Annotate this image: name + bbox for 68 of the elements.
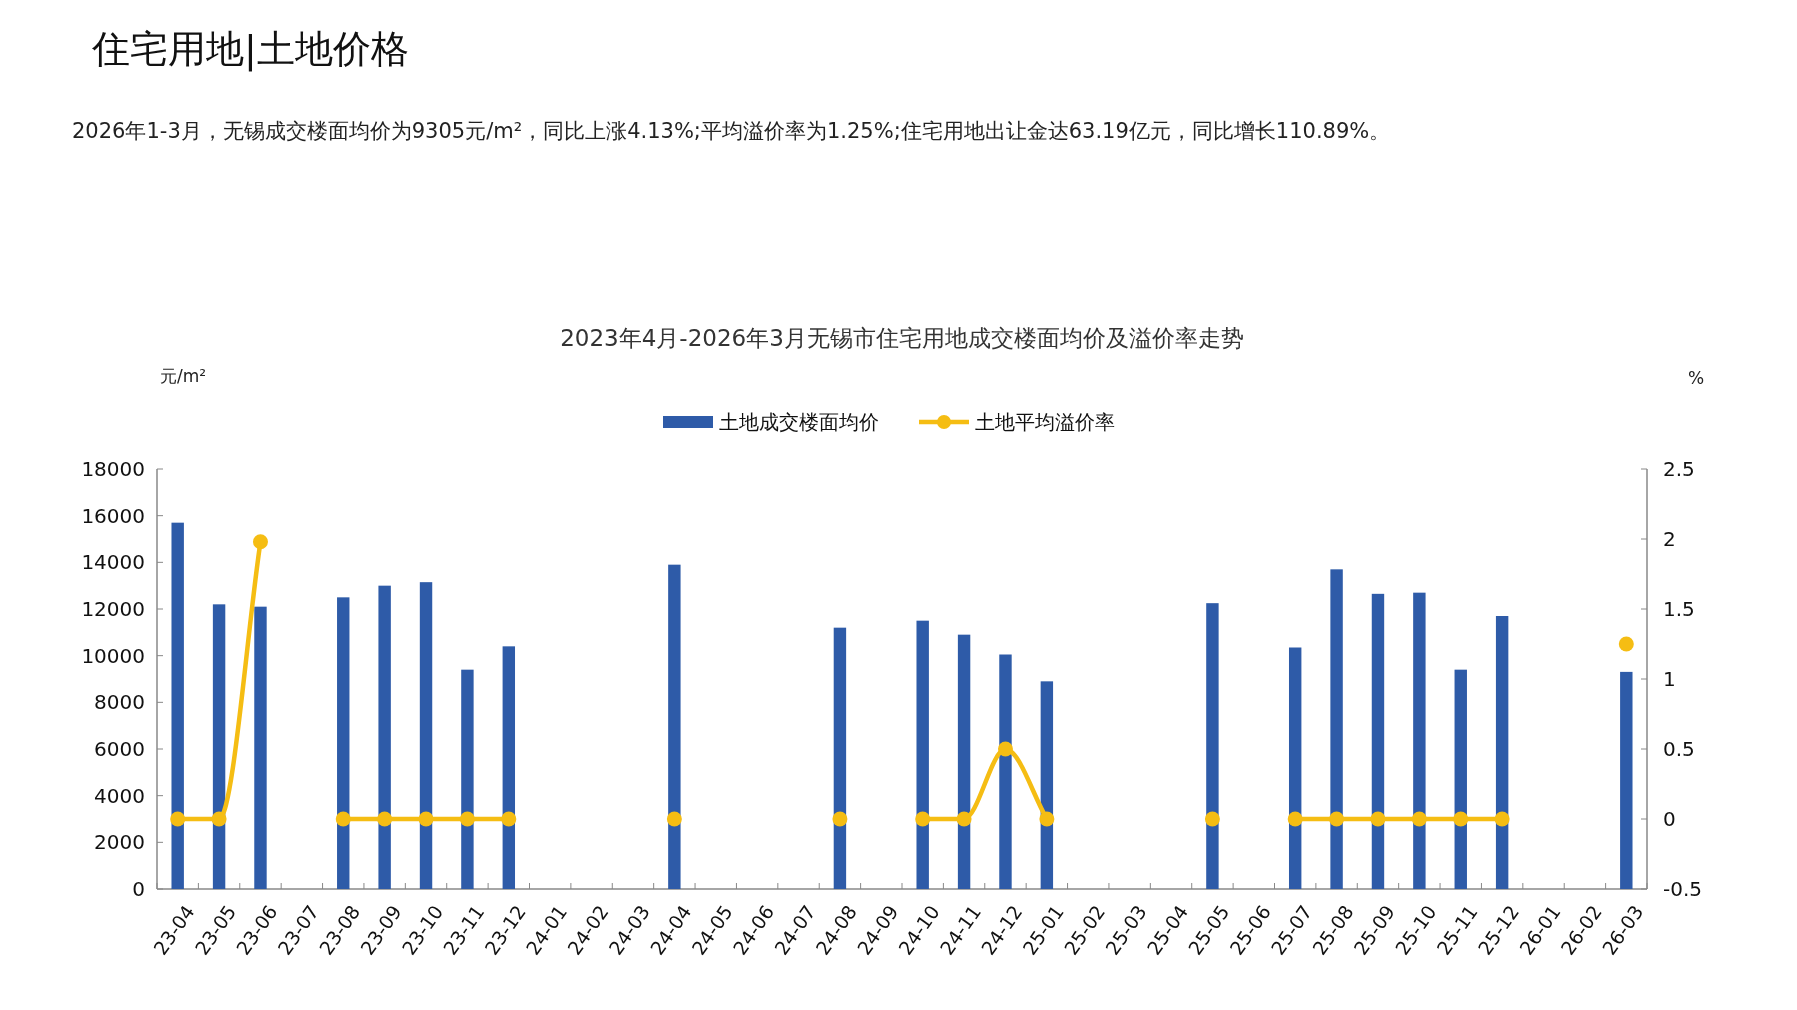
y2-tick-label: 0.5 [1663, 737, 1695, 761]
point [915, 811, 931, 827]
y-tick-label: 4000 [94, 783, 145, 808]
bar [833, 627, 847, 889]
bar [999, 654, 1012, 889]
bar [957, 634, 971, 889]
y-tick-label: 6000 [94, 737, 145, 761]
y-tick-label: 8000 [94, 690, 145, 715]
point [1329, 811, 1345, 827]
y2-tick-label: 1.5 [1663, 597, 1695, 621]
bar [502, 646, 516, 889]
y-tick-label: 16000 [81, 503, 145, 528]
point [1411, 811, 1427, 827]
point [1370, 811, 1386, 827]
bar [1288, 647, 1302, 889]
point [832, 811, 848, 827]
y-tick-label: 2000 [94, 830, 145, 855]
y-axis-title: 元/m² [160, 366, 207, 386]
legend-label: 土地平均溢价率 [975, 410, 1115, 434]
bar [1040, 681, 1054, 889]
bar [254, 606, 267, 889]
bar [337, 597, 350, 889]
point [252, 534, 268, 550]
text: 住宅用地|土地价格 [91, 27, 409, 72]
bar [1330, 569, 1343, 889]
bar [171, 522, 184, 889]
y-tick-label: 14000 [81, 550, 145, 575]
bar [378, 585, 391, 889]
point [335, 811, 351, 827]
point [1494, 811, 1510, 827]
y2-tick-label: 0 [1663, 807, 1676, 831]
text: 2026年1-3月，无锡成交楼面均价为9305元/m²，同比上涨4.13%;平均溢价率为1.25%;住宅用地出让金达63.19亿元，同比增长110.89%。 [72, 119, 1391, 143]
bar [1206, 603, 1219, 889]
y2-axis-title: % [1688, 368, 1705, 388]
bar [419, 582, 433, 889]
point [501, 811, 517, 827]
legend-label: 土地成交楼面均价 [719, 410, 879, 434]
point [1039, 811, 1055, 827]
bar [212, 604, 226, 889]
bar [1495, 616, 1509, 889]
y2-tick-label: -0.5 [1663, 877, 1703, 901]
y-tick-label: 18000 [81, 457, 145, 481]
y-tick-label: 0 [132, 877, 145, 901]
bar [1620, 671, 1633, 889]
point [377, 811, 393, 827]
point [418, 811, 434, 827]
y-tick-label: 12000 [81, 597, 145, 621]
chart-title: 2023年4月-2026年3月无锡市住宅用地成交楼面均价及溢价率走势 [560, 325, 1244, 351]
y-tick-label: 10000 [81, 643, 145, 668]
point [1204, 811, 1220, 827]
bar [461, 669, 474, 889]
bar [668, 564, 681, 889]
point [170, 811, 186, 827]
y2-tick-label: 2 [1663, 527, 1676, 551]
y2-tick-label: 2.5 [1663, 457, 1695, 481]
point [1453, 811, 1469, 827]
point [211, 811, 227, 827]
bar [916, 620, 929, 889]
point [459, 811, 475, 827]
y2-tick-label: 1 [1663, 667, 1676, 691]
bar [1454, 669, 1467, 889]
point [997, 741, 1013, 757]
point [956, 811, 972, 827]
point [666, 811, 682, 827]
point [1618, 636, 1634, 652]
bar [1413, 592, 1426, 889]
bar [1371, 593, 1385, 889]
point [1287, 811, 1303, 827]
